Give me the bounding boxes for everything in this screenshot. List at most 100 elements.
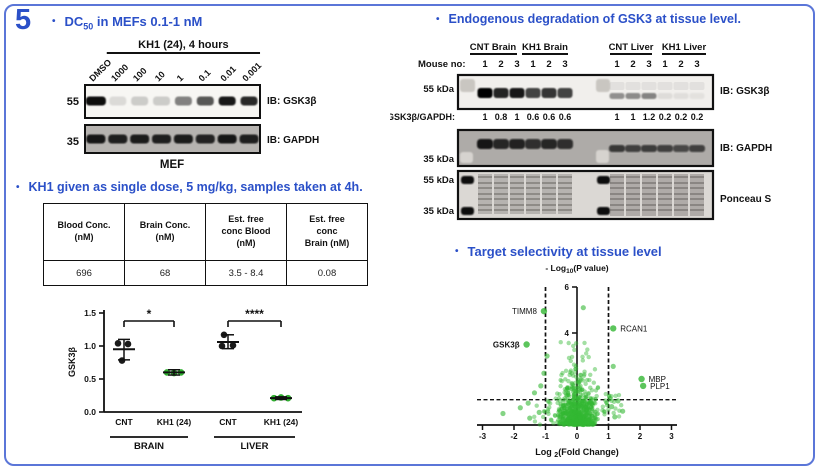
svg-text:0.0: 0.0 bbox=[84, 407, 96, 417]
gene-label: RCAN1 bbox=[620, 324, 648, 333]
svg-text:0: 0 bbox=[575, 432, 580, 441]
table-cell: 68 bbox=[124, 260, 206, 286]
svg-text:1: 1 bbox=[606, 432, 611, 441]
svg-text:4: 4 bbox=[565, 329, 570, 338]
dose-title-text: KH1 given as single dose, 5 mg/kg, sampl… bbox=[28, 180, 363, 194]
svg-text:1: 1 bbox=[530, 59, 536, 70]
pk-table-value-row: 696 68 3.5 - 8.4 0.08 bbox=[43, 260, 368, 286]
data-point bbox=[124, 340, 132, 348]
data-point bbox=[229, 342, 237, 349]
svg-text:1: 1 bbox=[614, 112, 619, 122]
data-point bbox=[218, 342, 226, 350]
svg-text:2: 2 bbox=[546, 59, 551, 70]
svg-text:1.2: 1.2 bbox=[643, 112, 656, 122]
svg-text:LIVER: LIVER bbox=[241, 441, 269, 452]
labeled-point-PLP1 bbox=[639, 382, 647, 390]
svg-text:0.2: 0.2 bbox=[691, 112, 704, 122]
svg-text:CNT: CNT bbox=[115, 417, 133, 427]
bullet-icon: • bbox=[455, 246, 459, 257]
svg-text:DMSO: DMSO bbox=[87, 57, 113, 83]
svg-text:GSK3β: GSK3β bbox=[67, 346, 77, 377]
svg-text:55: 55 bbox=[67, 96, 79, 108]
pk-table: Blood Conc. (nM) Brain Conc. (nM) Est. f… bbox=[43, 203, 368, 286]
tissue-westernblot-figure: CNT Brain KH1 Brain CNT Liver KH1 Liver Mous… bbox=[390, 42, 772, 221]
svg-text:****: **** bbox=[245, 307, 264, 321]
dc50-title: • DC50 in MEFs 0.1-1 nM bbox=[52, 14, 202, 32]
volcano-content: 4 6 -3 -2 -1 0 1 2 3 - Log10(P value) Log 2(Fold C… bbox=[477, 263, 677, 459]
svg-text:0.6: 0.6 bbox=[527, 112, 540, 122]
svg-text:CNT Liver: CNT Liver bbox=[609, 42, 654, 53]
svg-text:*: * bbox=[147, 307, 152, 321]
svg-text:MEF: MEF bbox=[160, 159, 184, 171]
data-point bbox=[114, 340, 122, 347]
svg-text:3: 3 bbox=[694, 59, 699, 70]
svg-text:0.1: 0.1 bbox=[197, 67, 213, 83]
volcano-plot: 4 6 -3 -2 -1 0 1 2 3 - Log10(P value) Log 2(Fold C… bbox=[477, 263, 677, 459]
labeled-point-TIMM8 bbox=[540, 307, 548, 315]
gene-label: PLP1 bbox=[650, 382, 670, 391]
table-header-cell: Brain Conc. (nM) bbox=[124, 203, 206, 261]
gsk3b-dotplot: 0.0 0.5 1.0 1.5 GSK3β CNT KH1 (24) CNT KH1 (24) *… bbox=[67, 307, 302, 452]
dc50-title-text: DC50 in MEFs 0.1-1 nM bbox=[64, 14, 203, 32]
table-cell: 3.5 - 8.4 bbox=[205, 260, 287, 286]
svg-text:KH1 (24): KH1 (24) bbox=[264, 417, 299, 427]
tissue-blot: CNT Brain KH1 Brain CNT Liver KH1 Liver Mous… bbox=[390, 42, 772, 221]
selectivity-title: • Target selectivity at tissue level bbox=[455, 244, 662, 259]
svg-text:KH1 (24), 4 hours: KH1 (24), 4 hours bbox=[138, 39, 228, 51]
labeled-point-RCAN1 bbox=[610, 325, 617, 332]
svg-text:6: 6 bbox=[565, 283, 570, 292]
dotplot-content: 0.0 0.5 1.0 1.5 GSK3β CNT KH1 (24) CNT KH1 (24) *… bbox=[67, 307, 302, 452]
selectivity-title-text: Target selectivity at tissue level bbox=[467, 244, 662, 259]
svg-text:-1: -1 bbox=[542, 432, 550, 441]
svg-text:3: 3 bbox=[646, 59, 651, 70]
svg-text:2: 2 bbox=[678, 59, 683, 70]
labeled-point-GSK3β bbox=[523, 341, 530, 348]
dose-title: • KH1 given as single dose, 5 mg/kg, sam… bbox=[16, 180, 363, 194]
svg-text:1: 1 bbox=[630, 112, 635, 122]
svg-text:100: 100 bbox=[131, 66, 149, 84]
svg-text:1: 1 bbox=[482, 59, 488, 70]
svg-text:0.01: 0.01 bbox=[218, 64, 237, 83]
svg-text:0.8: 0.8 bbox=[495, 112, 508, 122]
svg-text:-3: -3 bbox=[479, 432, 487, 441]
gene-label: TIMM8 bbox=[512, 307, 537, 316]
svg-text:10: 10 bbox=[153, 69, 167, 83]
svg-text:-2: -2 bbox=[510, 432, 518, 441]
volcano-point-cloud bbox=[500, 305, 626, 428]
svg-text:1: 1 bbox=[662, 59, 668, 70]
degradation-title: • Endogenous degradation of GSK3 at tiss… bbox=[436, 12, 741, 26]
svg-text:1.0: 1.0 bbox=[84, 341, 96, 351]
gene-label: MBP bbox=[649, 375, 666, 384]
svg-text:IB: GAPDH: IB: GAPDH bbox=[267, 135, 319, 146]
table-header-cell: Est. free conc Brain (nM) bbox=[286, 203, 368, 261]
svg-text:35: 35 bbox=[67, 136, 79, 148]
svg-text:0.5: 0.5 bbox=[84, 374, 96, 384]
svg-text:GSK3β/GAPDH:: GSK3β/GAPDH: bbox=[390, 112, 455, 122]
svg-text:55 kDa: 55 kDa bbox=[423, 84, 454, 95]
svg-text:1.5: 1.5 bbox=[84, 308, 96, 318]
svg-text:2: 2 bbox=[630, 59, 635, 70]
bullet-icon: • bbox=[52, 16, 56, 27]
svg-text:KH1 (24): KH1 (24) bbox=[157, 417, 192, 427]
svg-text:0.001: 0.001 bbox=[240, 60, 263, 83]
svg-text:2: 2 bbox=[498, 59, 503, 70]
svg-text:Ponceau S: Ponceau S bbox=[720, 194, 771, 205]
svg-text:0.2: 0.2 bbox=[675, 112, 688, 122]
svg-text:55 kDa: 55 kDa bbox=[423, 175, 454, 186]
svg-text:IB: GSK3β: IB: GSK3β bbox=[267, 96, 316, 107]
slide-number: 5 bbox=[15, 4, 32, 36]
bullet-icon: • bbox=[436, 14, 440, 25]
svg-text:KH1 Brain: KH1 Brain bbox=[522, 42, 568, 53]
svg-text:1: 1 bbox=[175, 73, 186, 84]
svg-text:35 kDa: 35 kDa bbox=[423, 154, 454, 165]
svg-text:Log 2(Fold Change): Log 2(Fold Change) bbox=[535, 447, 618, 459]
table-header-cell: Est. free conc Blood (nM) bbox=[205, 203, 287, 261]
gene-label: GSK3β bbox=[493, 341, 520, 350]
degradation-title-text: Endogenous degradation of GSK3 at tissue… bbox=[448, 12, 741, 26]
svg-text:0.2: 0.2 bbox=[659, 112, 672, 122]
pk-table-header-row: Blood Conc. (nM) Brain Conc. (nM) Est. f… bbox=[43, 203, 368, 261]
labeled-point-MBP bbox=[638, 375, 645, 383]
